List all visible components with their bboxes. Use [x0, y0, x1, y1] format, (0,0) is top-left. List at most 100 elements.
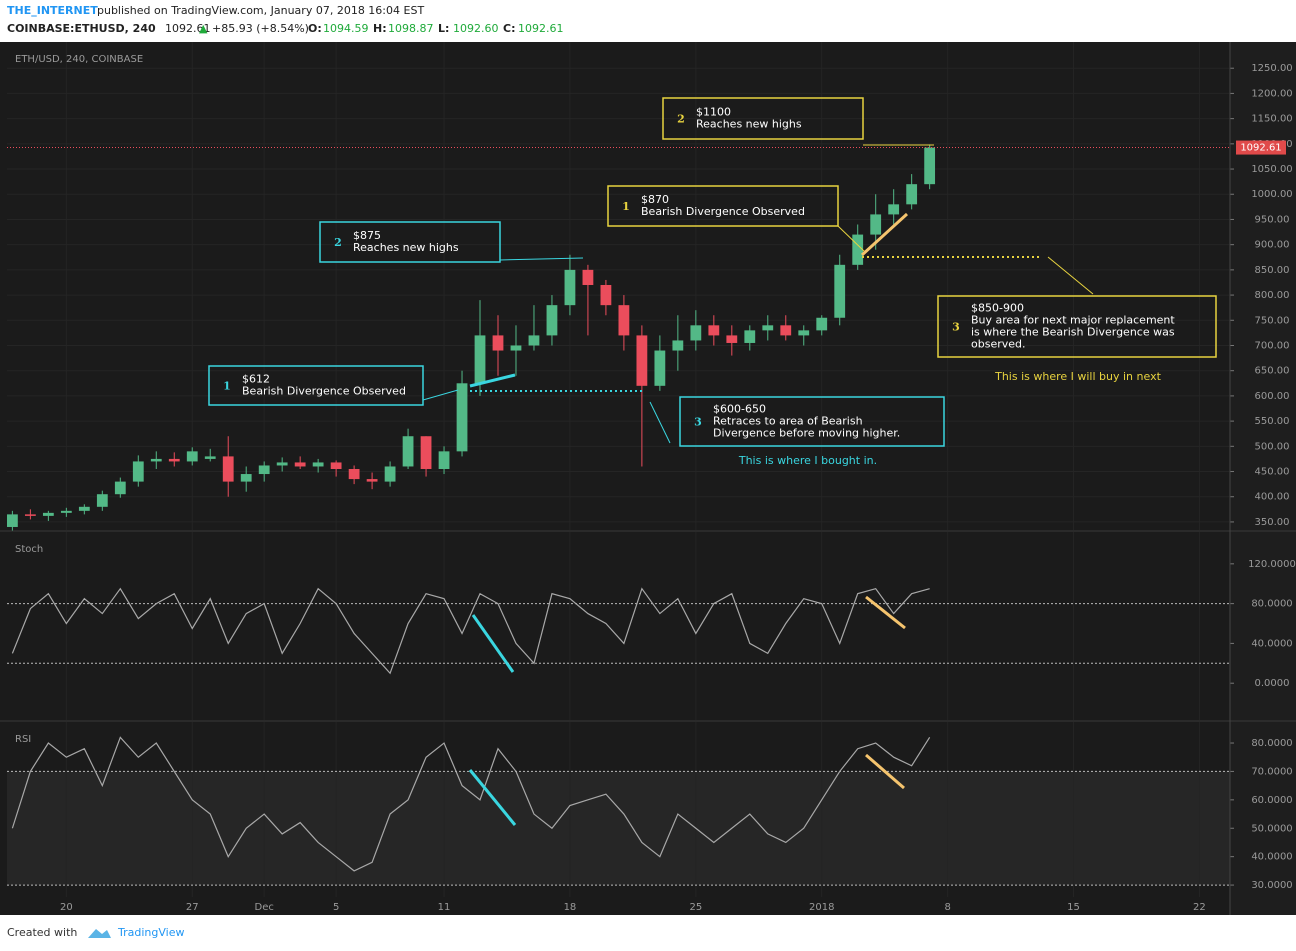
annotation-box [607, 185, 839, 227]
x-tick-label: 2018 [809, 902, 834, 913]
y-tick-label: 70.0000 [1251, 766, 1292, 777]
candle-body [636, 335, 648, 386]
x-tick-label: 18 [564, 902, 577, 913]
candle-body [420, 436, 432, 469]
candle-body [672, 340, 684, 351]
candle-body [204, 456, 216, 459]
candle-body [510, 345, 522, 351]
tv-logo [88, 929, 111, 938]
annotation-line [422, 389, 459, 401]
candle-body [456, 383, 468, 452]
candle-body [42, 512, 54, 516]
y-tick-label: 50.0000 [1251, 823, 1292, 834]
x-tick-label: 5 [333, 902, 339, 913]
candle-body [924, 147, 936, 185]
candle-body [582, 269, 594, 285]
footer-created: Created with [7, 926, 77, 939]
price-axis-bg [1230, 42, 1296, 915]
x-tick-label: 22 [1193, 902, 1206, 913]
candle-body [744, 330, 756, 343]
y-tick-label: 350.00 [1255, 517, 1290, 528]
y-tick-label: 1200.00 [1251, 88, 1292, 99]
annotation-number: 2 [677, 113, 685, 126]
annotation-text: Buy area for next major replacement [971, 314, 1175, 327]
annotation-box [319, 221, 501, 263]
pane-title: ETH/USD, 240, COINBASE [15, 54, 143, 65]
annotation-line [468, 769, 517, 826]
ohlc-label: O: [308, 22, 322, 35]
y-tick-label: 120.0000 [1248, 559, 1296, 570]
annotation-text: Bearish Divergence Observed [242, 385, 406, 398]
candle-body [348, 469, 360, 480]
y-tick-label: 60.0000 [1251, 795, 1292, 806]
change: +85.93 (+8.54%) [212, 22, 309, 35]
indicator-line [11, 736, 931, 872]
annotation-text: $600-650 [713, 403, 766, 416]
candle-body [366, 479, 378, 482]
candle-body [240, 474, 252, 482]
last-price-label: 1092.61 [1240, 143, 1281, 154]
x-tick-label: 8 [944, 902, 950, 913]
candle-body [546, 305, 558, 336]
annotation-line [649, 401, 671, 444]
symbol: COINBASE:ETHUSD, 240 [7, 22, 156, 35]
ohlc-value: 1092.60 [453, 22, 499, 35]
candle-body [60, 510, 72, 513]
candle-body [906, 184, 918, 205]
candle-body [78, 506, 90, 511]
pane-title: RSI [15, 734, 31, 745]
annotation-number: 3 [694, 416, 702, 429]
candle-body [276, 462, 288, 466]
y-tick-label: 1000.00 [1251, 189, 1292, 200]
ohlc-value: 1092.61 [518, 22, 564, 35]
candle-body [888, 204, 900, 215]
arrow: ▲ [199, 22, 208, 35]
annotation-number: 2 [334, 236, 342, 249]
candle-body [780, 325, 792, 336]
candle-body [798, 330, 810, 336]
ohlc-label: C: [503, 22, 515, 35]
candle-body [564, 269, 576, 306]
y-tick-label: 30.0000 [1251, 880, 1292, 891]
annotation-text: Reaches new highs [353, 241, 459, 254]
y-tick-label: 750.00 [1255, 315, 1290, 326]
indicator-line [11, 587, 930, 675]
candle-body [852, 234, 864, 265]
candle-body [600, 284, 612, 306]
rsi-band [7, 771, 1230, 886]
candle-body [168, 458, 180, 462]
annotation-box [208, 365, 424, 406]
candle-body [294, 462, 306, 467]
y-tick-label: 650.00 [1255, 366, 1290, 377]
x-tick-label: 27 [186, 902, 199, 913]
price: 1092.61 [165, 22, 211, 35]
y-tick-label: 500.00 [1255, 441, 1290, 452]
annotation-line [469, 373, 516, 388]
y-tick-label: 600.00 [1255, 391, 1290, 402]
candle-body [114, 481, 126, 495]
candle-body [816, 317, 828, 331]
annotation-text: is where the Bearish Divergence was [971, 326, 1175, 339]
y-tick-label: 900.00 [1255, 240, 1290, 251]
x-tick-label: Dec [255, 902, 274, 913]
x-tick-label: 15 [1067, 902, 1080, 913]
x-tick-label: 11 [438, 902, 451, 913]
annotation-number: 1 [622, 200, 630, 213]
ohlc-label: H: [373, 22, 387, 35]
annotation-box [937, 295, 1217, 358]
caption: This is where I bought in. [738, 454, 877, 467]
annotation-text: $1100 [696, 106, 731, 119]
annotation-number: 3 [952, 321, 960, 334]
y-tick-label: 40.0000 [1251, 638, 1292, 649]
candle-body [150, 458, 162, 462]
y-tick-label: 700.00 [1255, 340, 1290, 351]
y-tick-label: 400.00 [1255, 492, 1290, 503]
y-tick-label: 1150.00 [1251, 114, 1292, 125]
x-tick-label: 20 [60, 902, 73, 913]
candle-body [528, 335, 540, 346]
annotation-text: $850-900 [971, 302, 1024, 315]
candle-body [618, 305, 630, 336]
y-tick-label: 80.0000 [1251, 738, 1292, 749]
